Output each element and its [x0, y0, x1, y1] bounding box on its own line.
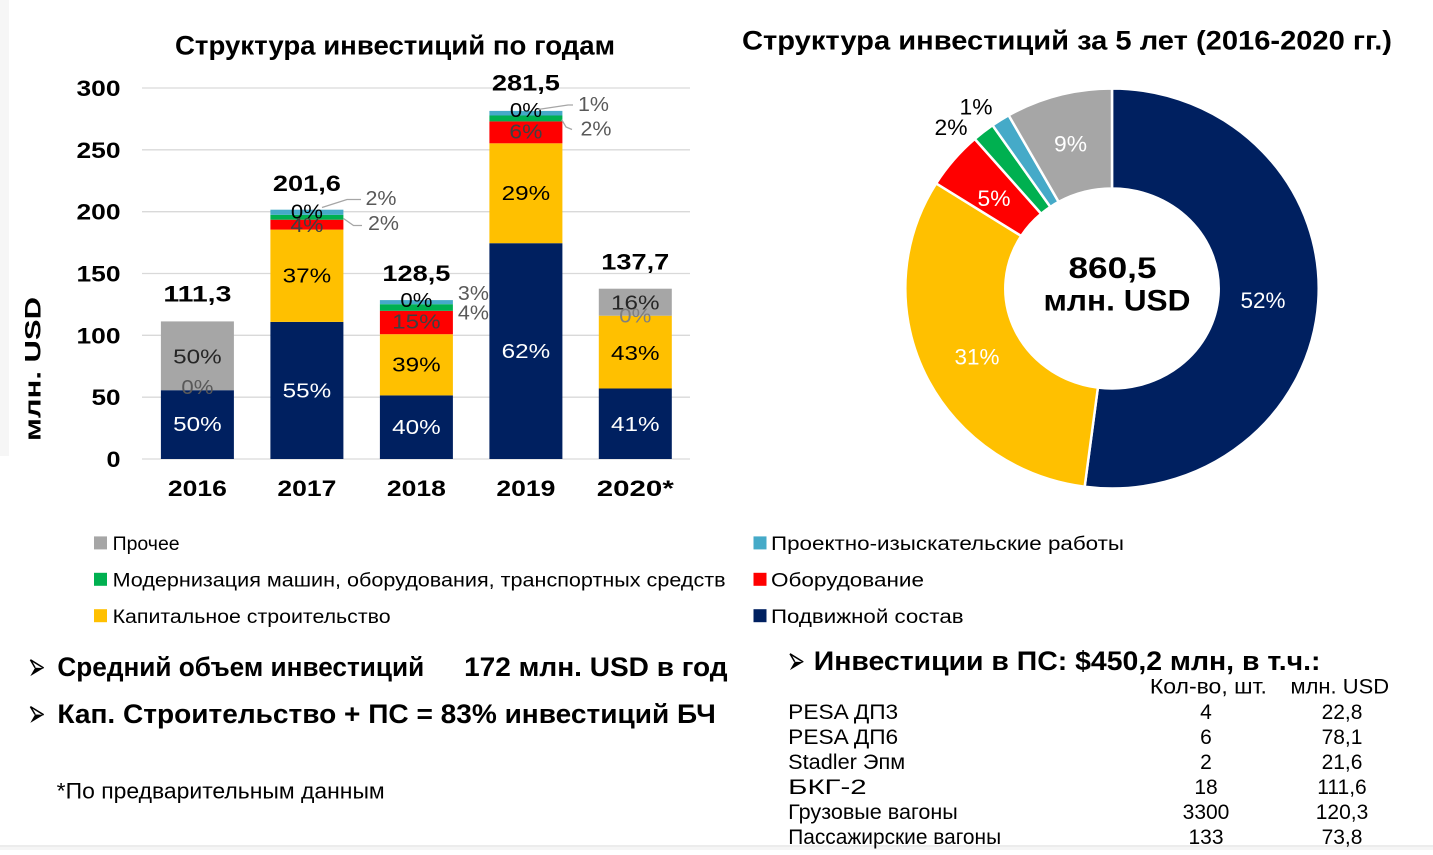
- svg-text:5%: 5%: [978, 186, 1011, 211]
- svg-text:50%: 50%: [173, 414, 222, 436]
- svg-text:16%: 16%: [611, 293, 660, 315]
- svg-text:Модернизация машин, оборудован: Модернизация машин, оборудования, трансп…: [113, 570, 726, 591]
- svg-text:128,5: 128,5: [382, 261, 450, 286]
- svg-text:200: 200: [77, 200, 121, 225]
- svg-text:Средний объем инвестиций: Средний объем инвестиций: [57, 652, 424, 682]
- svg-text:6: 6: [1200, 726, 1212, 749]
- svg-text:Грузовые вагоны: Грузовые вагоны: [788, 801, 958, 824]
- svg-text:300: 300: [77, 76, 121, 101]
- svg-text:Stadler Эпм: Stadler Эпм: [788, 751, 905, 774]
- svg-text:9%: 9%: [1054, 132, 1087, 157]
- svg-text:43%: 43%: [611, 343, 660, 365]
- svg-text:4%: 4%: [290, 215, 323, 237]
- svg-text:111,3: 111,3: [163, 282, 231, 307]
- svg-text:21,6: 21,6: [1322, 751, 1363, 774]
- svg-text:78,1: 78,1: [1322, 726, 1363, 749]
- svg-text:2%: 2%: [935, 115, 968, 140]
- svg-text:0: 0: [107, 447, 121, 472]
- svg-text:Кол-во, шт.: Кол-во, шт.: [1150, 676, 1267, 699]
- svg-text:4: 4: [1200, 701, 1212, 724]
- svg-text:2017: 2017: [277, 476, 336, 501]
- svg-text:50: 50: [92, 385, 121, 410]
- svg-text:37%: 37%: [283, 266, 332, 288]
- svg-text:55%: 55%: [283, 381, 332, 403]
- svg-text:39%: 39%: [392, 355, 441, 377]
- svg-text:29%: 29%: [502, 183, 551, 205]
- svg-text:2%: 2%: [366, 188, 397, 210]
- svg-text:62%: 62%: [502, 341, 551, 363]
- svg-text:0%: 0%: [619, 306, 651, 328]
- svg-text:201,6: 201,6: [273, 171, 341, 196]
- svg-text:2: 2: [1200, 751, 1212, 774]
- svg-text:40%: 40%: [392, 417, 441, 439]
- svg-text:млн. USD: млн. USD: [21, 297, 46, 441]
- svg-text:50%: 50%: [173, 347, 222, 369]
- svg-text:Прочее: Прочее: [113, 534, 180, 555]
- svg-text:150: 150: [77, 262, 121, 287]
- svg-text:0%: 0%: [181, 377, 213, 399]
- svg-text:281,5: 281,5: [492, 70, 560, 95]
- svg-text:Капитальное строительство: Капитальное строительство: [113, 607, 391, 628]
- svg-text:18: 18: [1194, 776, 1217, 799]
- svg-text:Структура инвестиций по годам: Структура инвестиций по годам: [175, 31, 615, 61]
- svg-text:31%: 31%: [955, 345, 1000, 370]
- svg-text:2016: 2016: [168, 476, 227, 501]
- svg-text:2019: 2019: [496, 476, 555, 501]
- svg-text:БКГ-2: БКГ-2: [788, 776, 866, 799]
- svg-text:137,7: 137,7: [601, 250, 669, 275]
- svg-text:0%: 0%: [400, 290, 432, 312]
- svg-text:52%: 52%: [1241, 288, 1286, 313]
- svg-text:1%: 1%: [960, 95, 993, 120]
- svg-text:Оборудование: Оборудование: [771, 570, 924, 591]
- svg-text:3%: 3%: [458, 283, 489, 305]
- svg-text:Кап. Строительство + ПС = 83%: Кап. Строительство + ПС = 83% инвестиций…: [57, 699, 715, 729]
- svg-text:Подвижной состав: Подвижной состав: [771, 607, 964, 628]
- svg-text:2020*: 2020*: [597, 476, 675, 501]
- svg-text:2%: 2%: [368, 213, 399, 235]
- svg-text:0%: 0%: [291, 202, 323, 224]
- svg-text:133: 133: [1188, 826, 1223, 849]
- svg-text:Проектно-изыскательские работы: Проектно-изыскательские работы: [771, 534, 1124, 555]
- svg-text:0%: 0%: [510, 100, 542, 122]
- svg-text:Структура инвестиций за 5 лет: Структура инвестиций за 5 лет (2016-2020…: [742, 26, 1392, 56]
- svg-text:PESA ДП3: PESA ДП3: [788, 701, 898, 724]
- svg-text:22,8: 22,8: [1322, 701, 1363, 724]
- svg-text:2018: 2018: [387, 476, 446, 501]
- svg-text:Пассажирские вагоны: Пассажирские вагоны: [788, 826, 1001, 849]
- svg-text:860,5: 860,5: [1069, 252, 1157, 285]
- svg-text:4%: 4%: [458, 303, 489, 325]
- svg-text:PESA ДП6: PESA ДП6: [788, 726, 898, 749]
- svg-text:*По предварительным данным: *По предварительным данным: [57, 778, 385, 803]
- svg-text:млн. USD: млн. USD: [1291, 676, 1390, 699]
- svg-text:15%: 15%: [392, 311, 441, 333]
- svg-text:2%: 2%: [581, 118, 612, 140]
- svg-text:250: 250: [77, 138, 121, 163]
- svg-text:Инвестиции в ПС: $450,2 млн, в: Инвестиции в ПС: $450,2 млн, в т.ч.:: [814, 646, 1321, 676]
- svg-text:120,3: 120,3: [1316, 801, 1369, 824]
- svg-text:3300: 3300: [1183, 801, 1230, 824]
- svg-text:41%: 41%: [611, 414, 660, 436]
- svg-text:111,6: 111,6: [1317, 776, 1366, 799]
- svg-text:73,8: 73,8: [1322, 826, 1363, 849]
- svg-text:172 млн. USD в год: 172 млн. USD в год: [464, 652, 727, 682]
- svg-text:1%: 1%: [578, 94, 609, 116]
- svg-text:100: 100: [77, 323, 121, 348]
- svg-text:6%: 6%: [509, 122, 542, 144]
- svg-text:млн. USD: млн. USD: [1044, 285, 1191, 318]
